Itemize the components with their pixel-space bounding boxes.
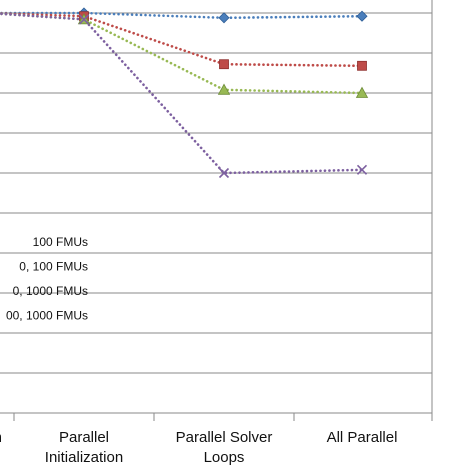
gridlines [0,12,432,374]
series-line [0,11,364,20]
series-line [0,12,364,175]
series-markers [77,7,369,179]
series-line [0,12,364,68]
legend-entry-label: 0, 100 FMUs [19,260,88,274]
legend-entry-label: 0, 1000 FMUs [13,284,88,298]
data-point [355,86,369,98]
data-point [78,14,90,25]
data-point [356,164,368,175]
legend-entry-label: 00, 1000 FMUs [6,309,88,323]
data-point [356,10,368,22]
data-point [357,60,367,71]
data-point [219,59,229,70]
series-line [0,12,364,95]
data-point [218,12,230,24]
x-tick-labels: n Parallel Initialization Parallel Solver Lo… [0,429,397,466]
data-point [217,83,231,95]
x-tick-label: Parallel Solver [176,429,273,446]
x-tick-label: All Parallel [327,429,398,446]
legend: 100 FMUs 0, 100 FMUs 0, 1000 FMUs 00, 1000 … [6,235,88,323]
x-tick-label: n [0,429,2,446]
series-lines [0,11,364,175]
legend-entry-label: 100 FMUs [33,235,88,249]
x-tick-label: Parallel [59,429,109,446]
x-ticks [13,413,433,421]
x-tick-label: Initialization [45,449,123,466]
data-point [218,167,230,179]
x-tick-label: Loops [204,449,245,466]
